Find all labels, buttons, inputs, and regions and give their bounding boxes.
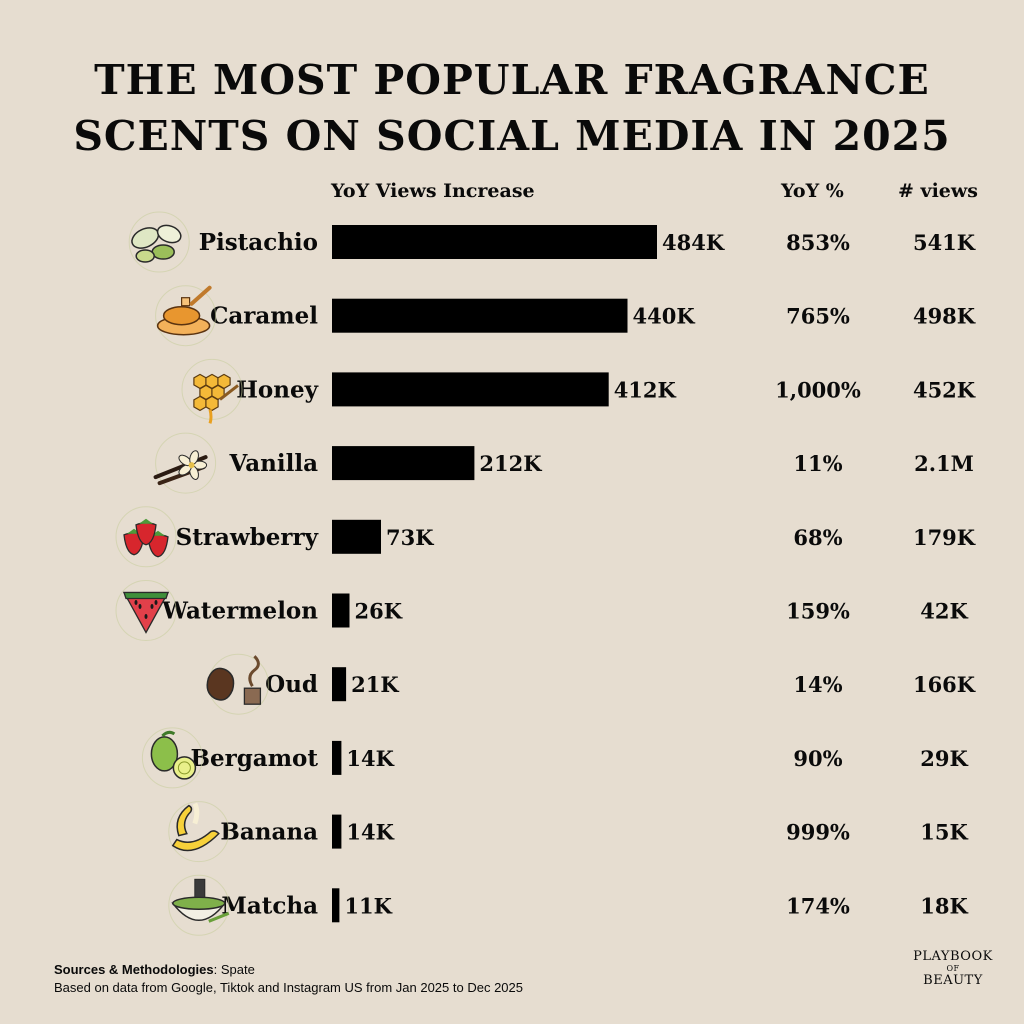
views-caramel: 498K <box>913 304 976 329</box>
yoy-percent-honey: 1,000% <box>775 377 861 402</box>
sources-label: Sources & Methodologies <box>54 962 214 977</box>
bar-watermelon <box>332 593 350 628</box>
category-label-oud: Oud <box>265 671 318 698</box>
bar-oud <box>332 667 347 702</box>
watermelon-icon <box>115 580 177 641</box>
views-banana: 15K <box>920 820 968 845</box>
views-matcha: 18K <box>920 893 968 918</box>
brand-logo: PLAYBOOK OF BEAUTY <box>908 950 998 987</box>
value-label-caramel: 440K <box>633 304 696 329</box>
banana-icon <box>168 801 230 863</box>
yoy-percent-banana: 999% <box>786 820 850 845</box>
matcha-icon <box>168 874 230 936</box>
bar-vanilla <box>332 446 475 481</box>
category-label-caramel: Caramel <box>210 303 318 330</box>
value-label-pistachio: 484K <box>662 230 725 255</box>
value-label-watermelon: 26K <box>355 599 403 624</box>
category-label-banana: Banana <box>220 819 318 846</box>
category-label-matcha: Matcha <box>221 892 318 919</box>
views-watermelon: 42K <box>920 599 968 624</box>
methodology-note: Based on data from Google, Tiktok and In… <box>54 980 523 995</box>
views-bergamot: 29K <box>920 746 968 771</box>
chart-title-line-1: THE MOST POPULAR FRAGRANCE <box>94 56 930 104</box>
chart-title: THE MOST POPULAR FRAGRANCE SCENTS ON SOC… <box>0 52 1024 164</box>
bar-banana <box>332 814 342 849</box>
views-honey: 452K <box>913 377 976 402</box>
yoy-percent-strawberry: 68% <box>793 525 842 550</box>
category-label-pistachio: Pistachio <box>199 229 318 256</box>
yoy-percent-watermelon: 159% <box>786 599 850 624</box>
bar-matcha <box>332 888 340 923</box>
value-label-matcha: 11K <box>344 893 392 918</box>
brand-line-1: PLAYBOOK <box>913 949 993 964</box>
pistachio-icon <box>128 211 190 273</box>
value-label-banana: 14K <box>346 820 394 845</box>
strawberry-icon <box>115 506 177 568</box>
category-label-honey: Honey <box>236 376 318 403</box>
category-label-watermelon: Watermelon <box>161 598 318 625</box>
value-label-vanilla: 212K <box>479 451 542 476</box>
value-label-honey: 412K <box>614 377 677 402</box>
bar-caramel <box>332 298 628 333</box>
brand-line-2: BEAUTY <box>923 973 983 988</box>
category-label-vanilla: Vanilla <box>229 450 319 477</box>
yoy-percent-pistachio: 853% <box>786 230 850 255</box>
views-pistachio: 541K <box>913 230 976 255</box>
yoy-percent-vanilla: 11% <box>793 451 842 476</box>
yoy-percent-matcha: 174% <box>786 893 850 918</box>
chart-title-line-2: SCENTS ON SOCIAL MEDIA IN 2025 <box>73 112 951 160</box>
value-label-oud: 21K <box>351 672 399 697</box>
yoy-column-header: YoY % <box>781 180 844 202</box>
yoy-percent-bergamot: 90% <box>793 746 842 771</box>
category-label-bergamot: Bergamot <box>191 745 319 772</box>
value-label-strawberry: 73K <box>386 525 434 550</box>
bar-bergamot <box>332 740 342 775</box>
footer: Sources & Methodologies: Spate Based on … <box>54 961 523 997</box>
yoy-percent-oud: 14% <box>793 672 842 697</box>
bergamot-icon <box>141 727 203 789</box>
category-label-strawberry: Strawberry <box>176 524 319 551</box>
sources-line: Sources & Methodologies: Spate <box>54 961 523 979</box>
oud-icon <box>206 653 269 715</box>
bar-strawberry <box>332 519 381 554</box>
views-strawberry: 179K <box>913 525 976 550</box>
bar-pistachio <box>332 225 657 259</box>
bar-honey <box>332 372 609 407</box>
yoy-percent-caramel: 765% <box>786 304 850 329</box>
caramel-icon <box>155 285 217 347</box>
sources-value: : Spate <box>213 962 255 977</box>
views-oud: 166K <box>913 672 976 697</box>
bar-column-header: YoY Views Increase <box>331 180 535 202</box>
views-column-header: # views <box>898 180 978 202</box>
views-vanilla: 2.1M <box>914 451 974 476</box>
brand-of: OF <box>946 964 960 973</box>
honey-icon <box>181 358 243 424</box>
vanilla-icon <box>153 432 217 494</box>
value-label-bergamot: 14K <box>346 746 394 771</box>
